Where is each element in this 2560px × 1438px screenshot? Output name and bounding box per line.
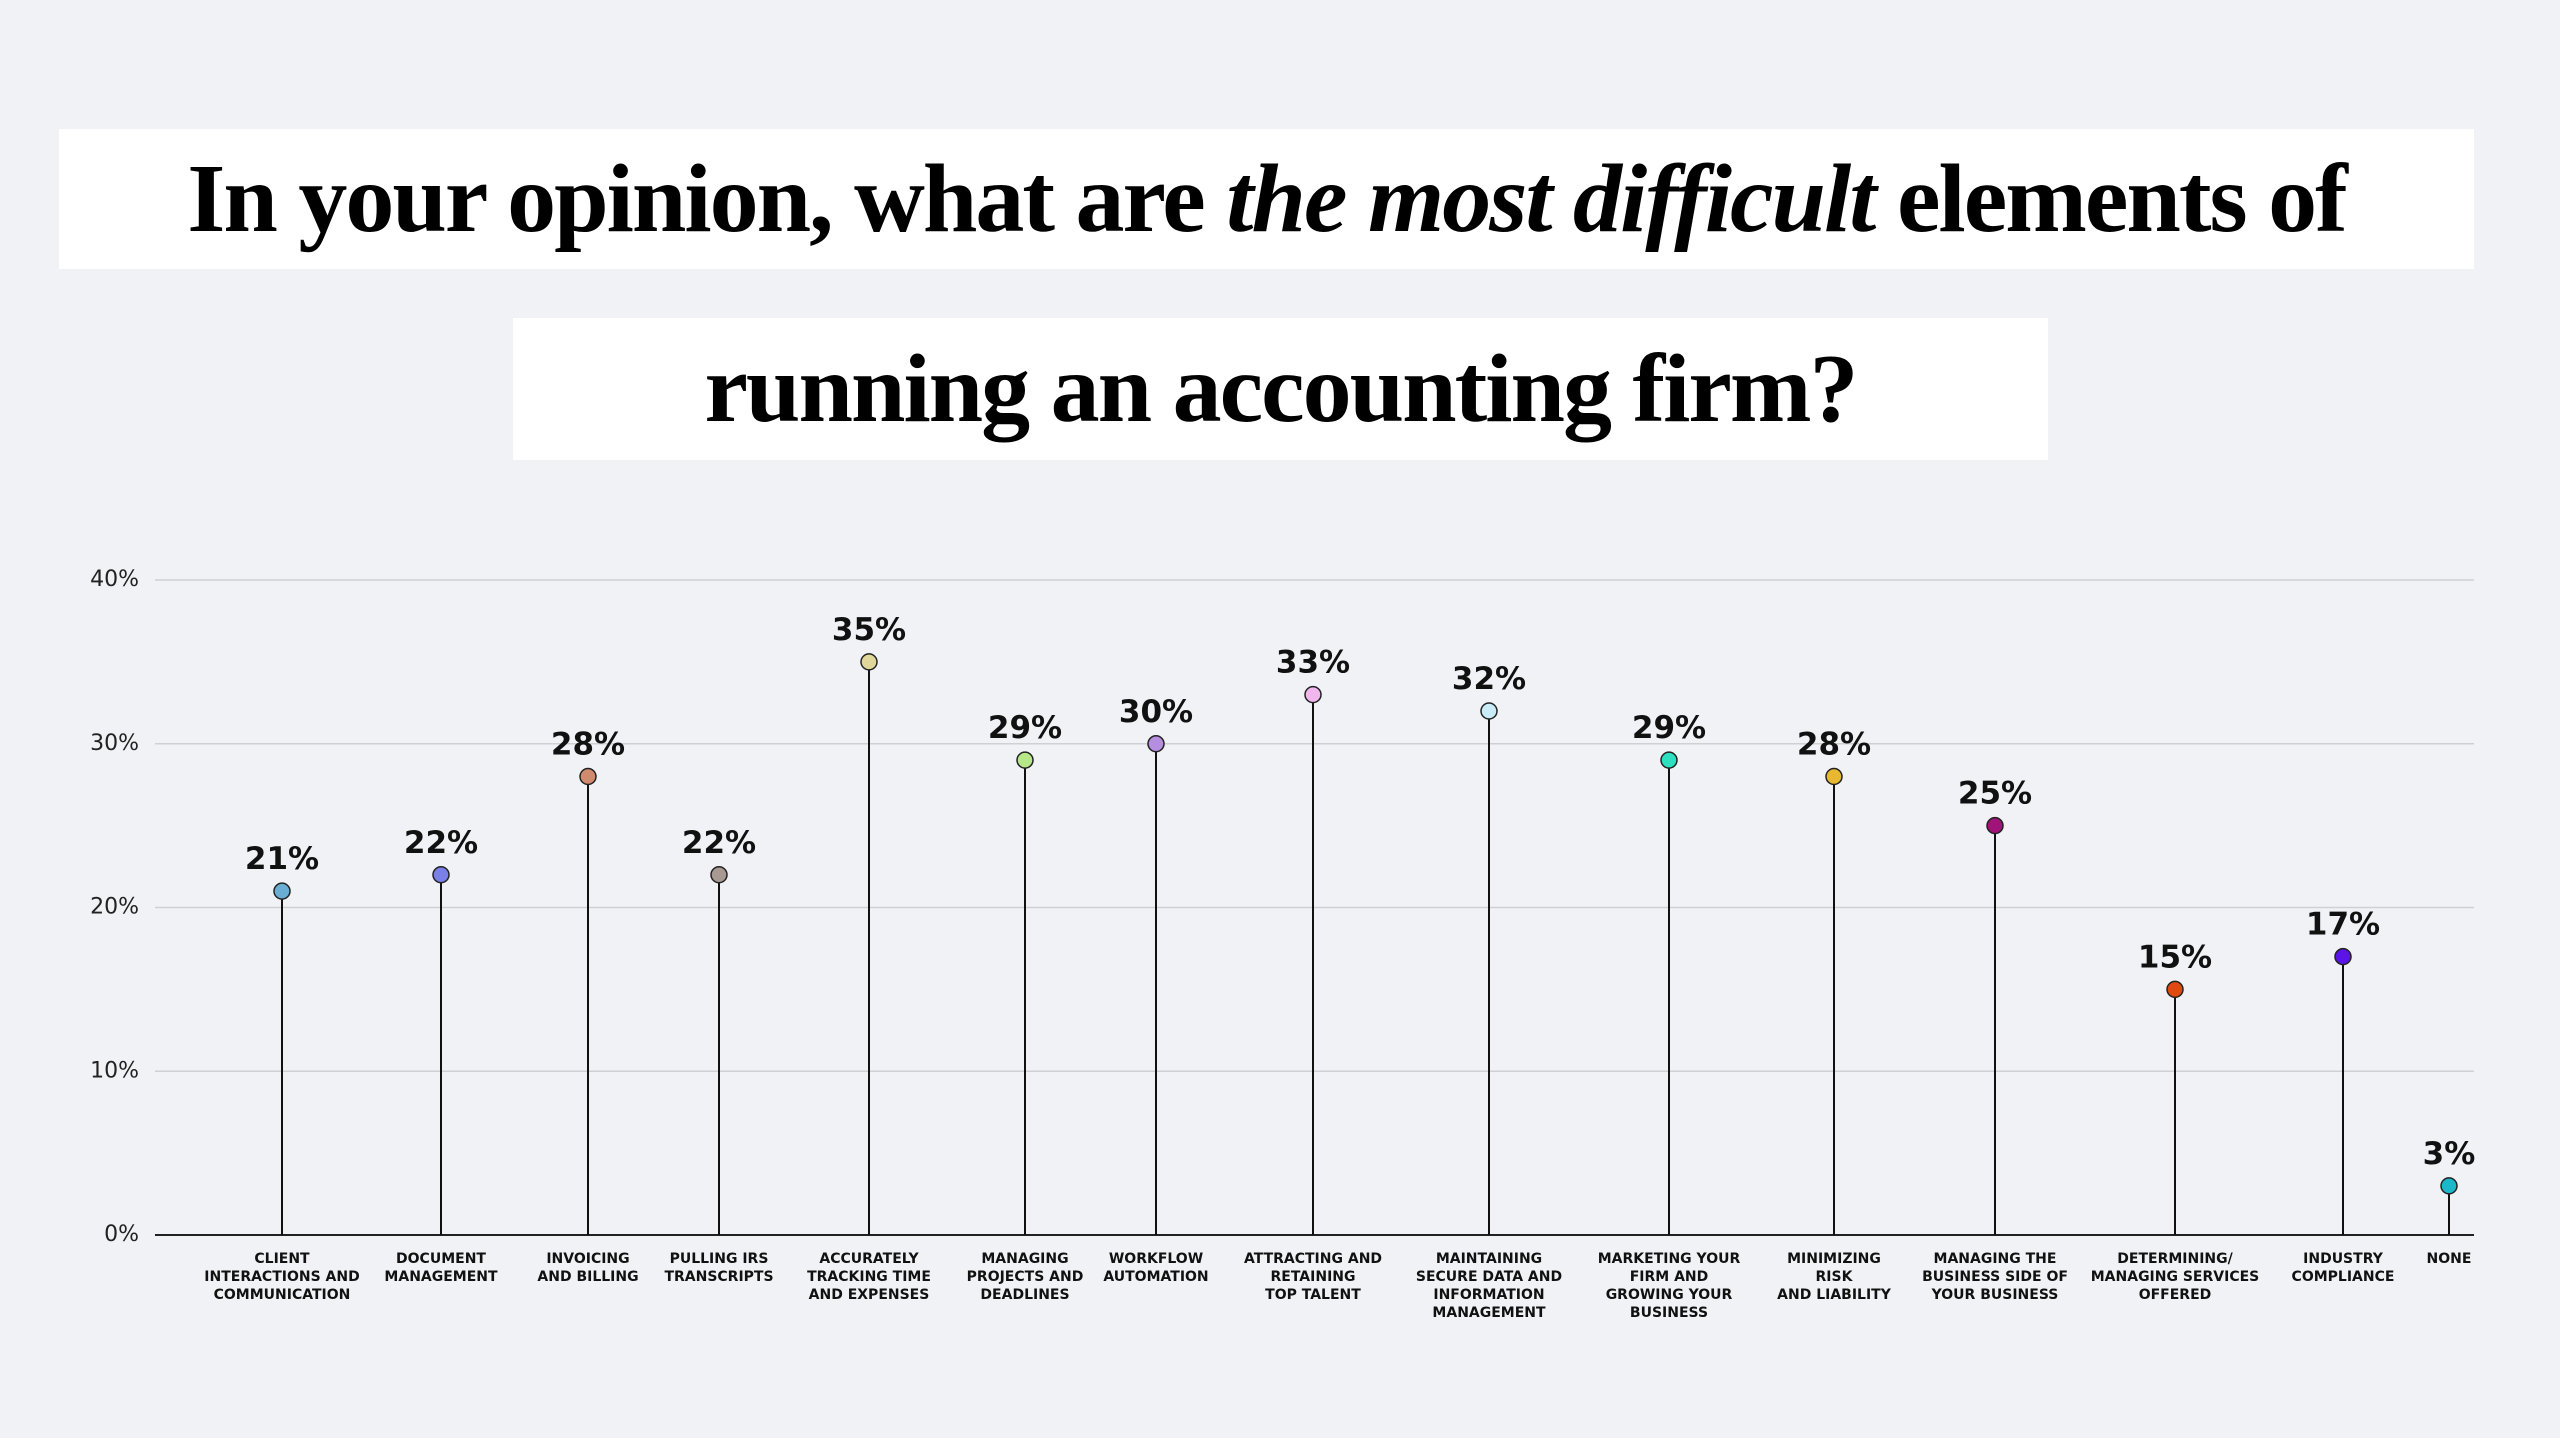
dot <box>2334 947 2352 966</box>
value-label: 29% <box>1632 710 1706 746</box>
y-tick-label: 30% <box>90 731 139 756</box>
dot <box>1304 685 1322 704</box>
x-tick-label: NONE <box>2426 1251 2472 1267</box>
value-label: 3% <box>2423 1136 2476 1172</box>
dot <box>860 653 878 671</box>
value-label: 22% <box>682 825 756 861</box>
dot <box>1147 735 1165 753</box>
x-tick-label: ATTRACTING AND RETAINING TOP TALENT <box>1243 1251 1383 1303</box>
value-label: 17% <box>2306 907 2380 943</box>
title-text: running an accounting firm? <box>704 335 1858 443</box>
y-tick-label: 20% <box>90 895 139 920</box>
value-label: 21% <box>245 841 319 877</box>
x-tick-label: ACCURATELY TRACKING TIME AND EXPENSES <box>807 1251 931 1303</box>
dot <box>710 866 728 884</box>
dot <box>1480 702 1498 720</box>
dot <box>432 866 450 884</box>
x-tick-label: INDUSTRY COMPLIANCE <box>2291 1251 2395 1285</box>
x-tick-label: INVOICING AND BILLING <box>537 1251 639 1285</box>
value-label: 28% <box>551 727 625 763</box>
value-label: 32% <box>1452 661 1526 697</box>
x-tick-label: PULLING IRS TRANSCRIPTS <box>664 1251 774 1285</box>
x-tick-label: CLIENT INTERACTIONS AND COMMUNICATION <box>204 1251 360 1303</box>
value-label: 15% <box>2138 939 2212 975</box>
value-label: 25% <box>1958 776 2032 812</box>
value-label: 29% <box>988 710 1062 746</box>
title-text: In your opinion, what are <box>187 145 1227 253</box>
x-tick-label: DETERMINING/ MANAGING SERVICES OFFERED <box>2090 1251 2260 1303</box>
value-label: 33% <box>1276 645 1350 681</box>
dot <box>579 767 597 786</box>
dot <box>1660 751 1678 769</box>
title-box: In your opinion, what are the most diffi… <box>59 129 2474 269</box>
x-tick-label: MAINTAINING SECURE DATA AND INFORMATION … <box>1415 1251 1563 1321</box>
x-tick-label: MINIMIZING RISK AND LIABILITY <box>1777 1251 1891 1303</box>
x-tick-label: MARKETING YOUR FIRM AND GROWING YOUR BUS… <box>1597 1251 1741 1321</box>
dot <box>1016 751 1034 769</box>
y-tick-label: 10% <box>90 1058 139 1083</box>
title-emphasis: the most difficult <box>1226 145 1876 253</box>
value-label: 30% <box>1119 694 1193 730</box>
y-tick-label: 40% <box>90 567 139 592</box>
value-label: 28% <box>1797 727 1871 763</box>
value-label: 22% <box>404 825 478 861</box>
dot <box>2166 980 2184 999</box>
x-tick-label: DOCUMENT MANAGEMENT <box>384 1251 498 1285</box>
title-box: running an accounting firm? <box>513 318 2048 460</box>
x-tick-label: MANAGING PROJECTS AND DEADLINES <box>966 1251 1084 1303</box>
y-tick-label: 0% <box>104 1222 139 1247</box>
x-tick-label: WORKFLOW AUTOMATION <box>1103 1251 1209 1285</box>
dot <box>273 882 291 900</box>
title-text: elements of <box>1874 145 2348 253</box>
dot <box>1825 767 1843 786</box>
dot <box>2440 1177 2458 1195</box>
value-label: 35% <box>832 612 906 648</box>
x-tick-label: MANAGING THE BUSINESS SIDE OF YOUR BUSIN… <box>1922 1251 2068 1303</box>
dot <box>1986 816 2004 835</box>
